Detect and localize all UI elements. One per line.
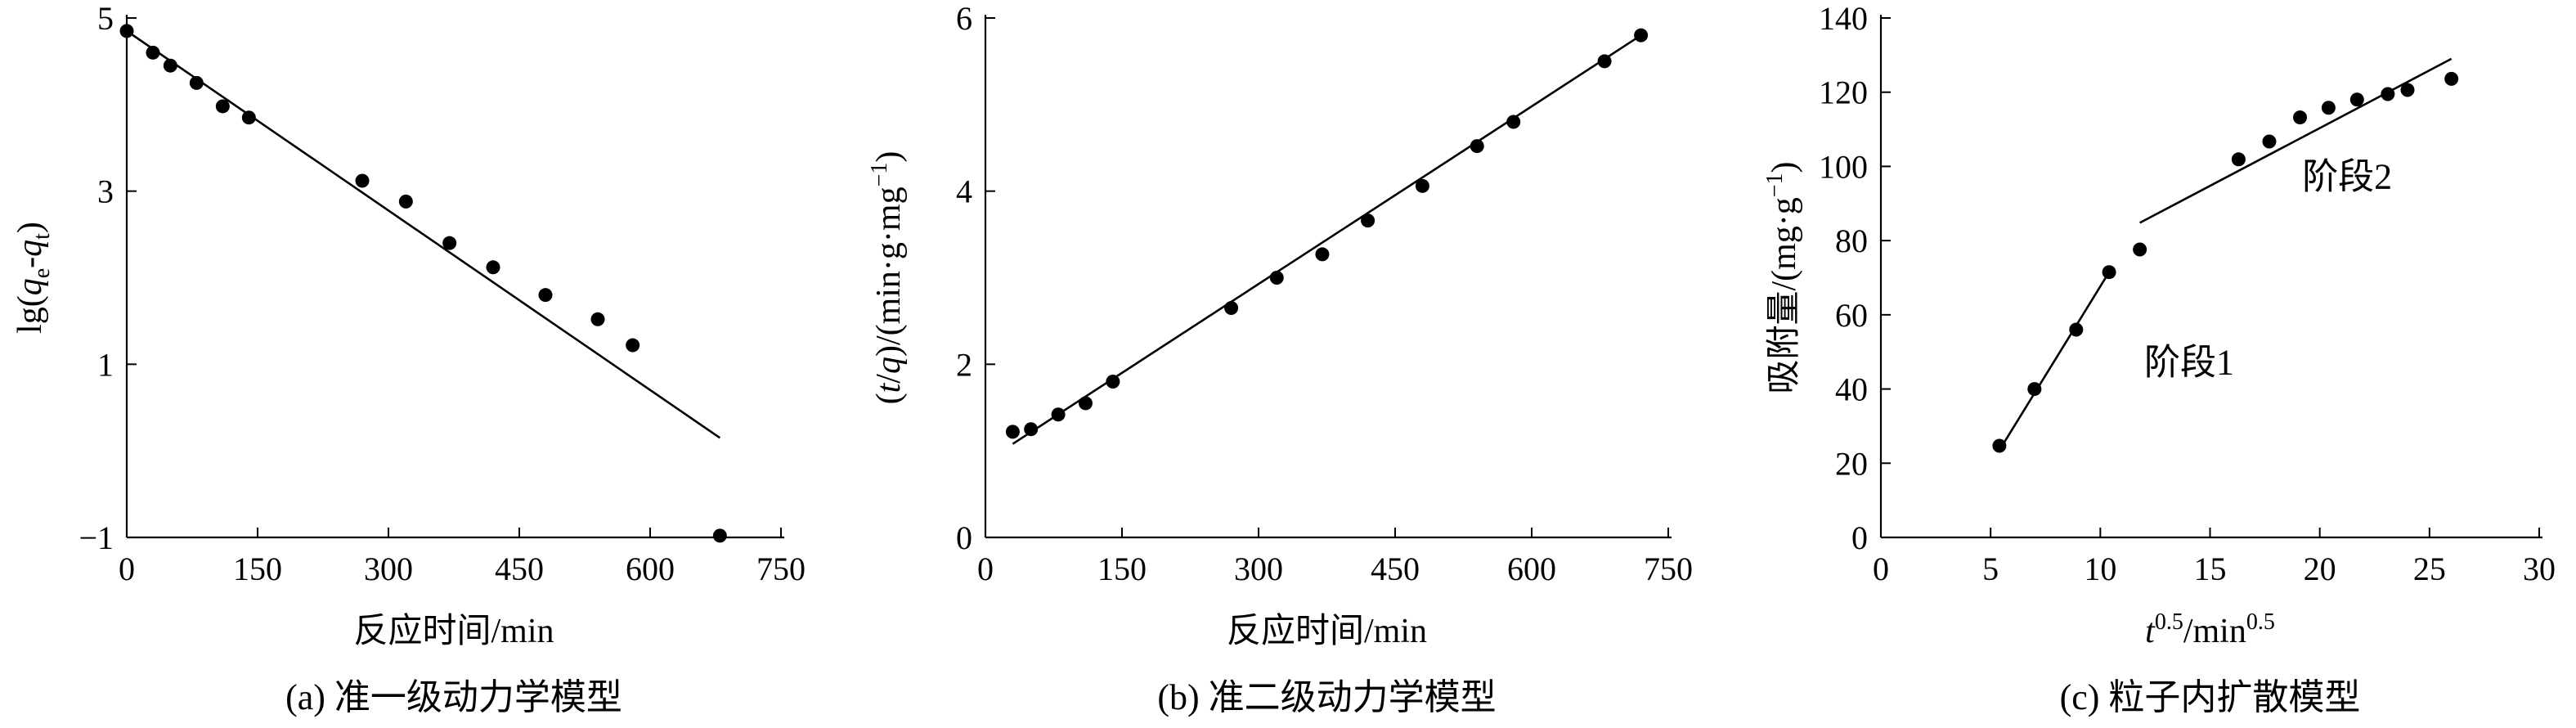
x-tick-label: 0 <box>1873 550 1889 587</box>
data-point <box>215 99 230 114</box>
x-tick-label: 750 <box>1644 550 1693 587</box>
x-tick-label: 600 <box>1507 550 1556 587</box>
x-tick-label: 150 <box>1097 550 1147 587</box>
data-point <box>1024 422 1039 437</box>
y-axis-title: (t/q)/(min·g·mg−1) <box>867 151 908 405</box>
chart-caption: (c) 粒子内扩散模型 <box>2060 677 2361 717</box>
y-tick-label: 20 <box>1835 445 1868 482</box>
x-tick-label: 450 <box>1371 550 1420 587</box>
data-point <box>1224 301 1239 316</box>
data-point <box>1051 407 1066 422</box>
data-point <box>2293 110 2308 125</box>
data-point <box>146 45 160 60</box>
data-point <box>1315 247 1330 262</box>
x-tick-label: 300 <box>364 550 413 587</box>
x-tick-label: 30 <box>2523 550 2556 587</box>
y-tick-label: 140 <box>1819 0 1868 37</box>
y-tick-label: 40 <box>1835 371 1868 408</box>
x-axis-title: t0.5/min0.5 <box>2145 609 2275 650</box>
x-tick-label: 5 <box>1982 550 1999 587</box>
y-tick-label: −1 <box>79 519 114 556</box>
y-tick-label: 0 <box>1851 519 1868 556</box>
y-tick-label: 100 <box>1819 148 1868 185</box>
y-axis-title: lg(qe-qt) <box>11 222 55 334</box>
fit-line <box>2139 57 2453 224</box>
data-point <box>1597 54 1612 69</box>
stage-annotation: 阶段1 <box>2144 342 2234 382</box>
chart-caption: (a) 准一级动力学模型 <box>285 677 622 717</box>
data-point <box>1361 213 1376 228</box>
data-point <box>2262 134 2277 149</box>
data-point <box>2381 87 2395 101</box>
x-tick-label: 450 <box>495 550 544 587</box>
fit-line <box>1012 34 1642 445</box>
data-point <box>2133 242 2147 257</box>
y-tick-label: 4 <box>956 173 972 210</box>
data-point <box>1992 438 2007 453</box>
y-axis-title: 吸附量/(mg·g−1) <box>1762 161 1803 393</box>
data-point <box>486 260 500 275</box>
x-tick-label: 15 <box>2194 550 2227 587</box>
data-point <box>1415 178 1429 193</box>
data-point <box>538 288 553 303</box>
data-point <box>241 110 256 125</box>
x-tick-label: 300 <box>1234 550 1283 587</box>
data-point <box>1005 425 1020 439</box>
data-point <box>1470 139 1484 154</box>
data-point <box>398 194 413 209</box>
y-tick-label: 0 <box>956 519 972 556</box>
data-point <box>626 338 640 353</box>
y-tick-label: 6 <box>956 0 972 37</box>
x-tick-label: 0 <box>119 550 135 587</box>
data-point <box>442 236 457 250</box>
data-point <box>2400 83 2415 97</box>
data-point <box>590 312 605 326</box>
y-tick-label: 3 <box>97 173 114 210</box>
data-point <box>2027 382 2042 397</box>
data-point <box>2349 92 2364 107</box>
fit-line <box>126 29 721 439</box>
data-point <box>189 75 204 90</box>
stage-annotation: 阶段2 <box>2302 157 2392 197</box>
data-point <box>2444 71 2459 86</box>
chart-a-pseudo-first-order: 0 150 300 450 600 750 −1 1 3 5 反应时间/min lg(qe-qt) (a… <box>11 0 806 717</box>
data-point <box>1506 115 1521 129</box>
fit-line <box>1998 272 2111 452</box>
chart-c-intraparticle-diffusion: 0 5 10 15 20 25 30 0 20 40 60 80 100 120 140 阶段1 阶段2 t0.5… <box>1762 0 2556 717</box>
x-tick-label: 150 <box>233 550 282 587</box>
y-tick-label: 2 <box>956 346 972 383</box>
x-axis-title: 反应时间/min <box>1227 612 1427 650</box>
data-point <box>163 58 177 73</box>
data-point <box>1106 375 1120 389</box>
data-point <box>712 528 727 543</box>
data-point <box>2069 322 2084 337</box>
data-point <box>119 24 134 38</box>
data-point <box>1634 28 1649 43</box>
y-tick-label: 1 <box>97 346 114 383</box>
x-axis-title: 反应时间/min <box>353 612 554 650</box>
x-tick-label: 750 <box>756 550 806 587</box>
x-tick-label: 25 <box>2413 550 2446 587</box>
y-tick-label: 60 <box>1835 297 1868 334</box>
x-tick-label: 600 <box>626 550 675 587</box>
chart-b-pseudo-second-order: 0 150 300 450 600 750 0 2 4 6 反应时间/min (t/q)/(min·g… <box>867 0 1693 717</box>
data-point <box>1078 396 1093 411</box>
y-tick-label: 5 <box>97 0 114 37</box>
data-point <box>2231 152 2246 167</box>
data-point <box>2321 101 2336 115</box>
x-tick-label: 20 <box>2304 550 2336 587</box>
x-tick-label: 10 <box>2084 550 2116 587</box>
data-point <box>2102 265 2116 280</box>
y-tick-label: 80 <box>1835 222 1868 259</box>
x-tick-label: 0 <box>977 550 994 587</box>
y-tick-label: 120 <box>1819 74 1868 111</box>
data-point <box>355 173 370 188</box>
chart-caption: (b) 准二级动力学模型 <box>1157 677 1496 717</box>
data-point <box>1269 271 1284 285</box>
